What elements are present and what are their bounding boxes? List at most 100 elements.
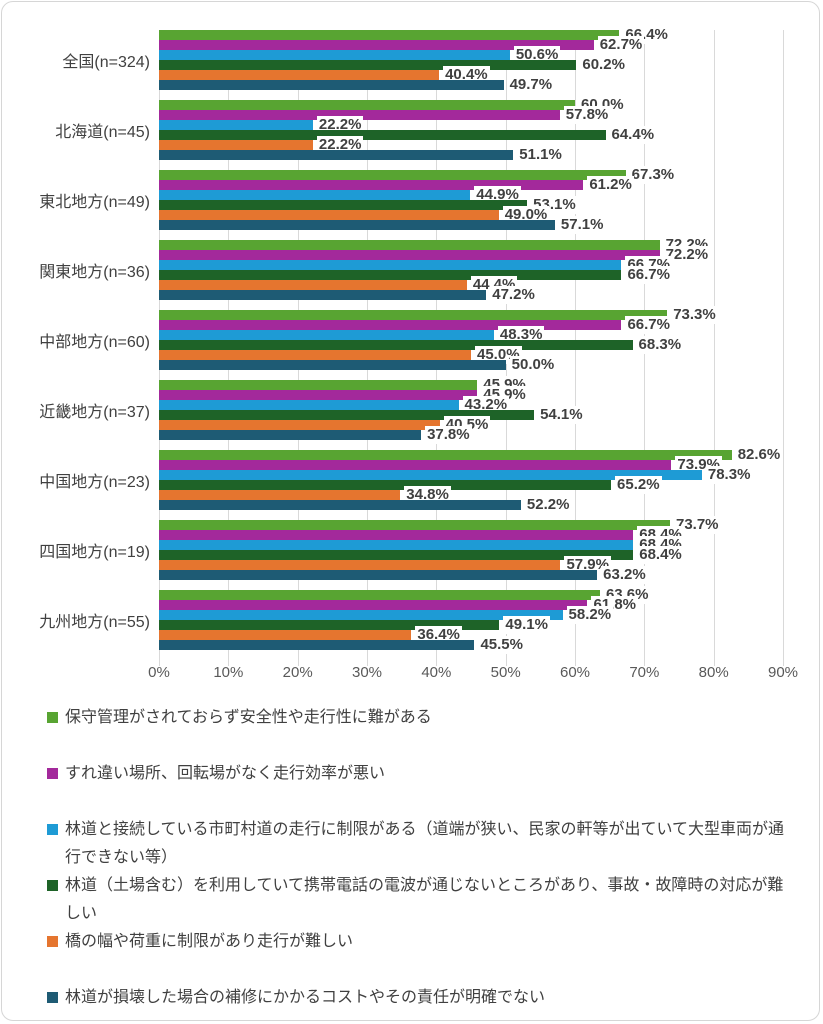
bar-row: 61.2%: [159, 176, 783, 194]
x-tick-label: 50%: [490, 664, 521, 681]
bar-row: 73.3%: [159, 306, 783, 324]
bar: [159, 360, 506, 370]
bar-group: 67.3% 61.2% 44.9% 53.1% 49.0% 57.1%: [159, 166, 783, 234]
x-tick-label: 30%: [351, 664, 383, 681]
bar: [159, 460, 672, 470]
bar-value-label: 62.7%: [597, 36, 645, 54]
bar-row: 57.1%: [159, 216, 783, 234]
bar-group: 45.9% 45.9% 43.2% 54.1% 40.5% 37.8%: [159, 376, 783, 444]
bar: [159, 560, 561, 570]
category-label: 全国(n=324): [62, 54, 150, 71]
legend-item-label: すれ違い場所、回転場がなく走行効率が悪い: [65, 765, 386, 782]
bar-row: 45.9%: [159, 376, 783, 394]
bar-row: 66.7%: [159, 256, 783, 274]
legend-item-label: 林道が損壊した場合の補修にかかるコストやその責任が明確でない: [65, 989, 546, 1006]
bar: [159, 640, 475, 650]
bar-row: 58.2%: [159, 606, 783, 624]
bar-row: 62.7%: [159, 36, 783, 54]
legend: 保守管理がされておらず安全性や走行性に難がある すれ違い場所、回転場がなく走行効率…: [47, 704, 795, 1020]
bar-value-label: 57.9%: [564, 556, 611, 574]
bar: [159, 310, 668, 320]
bar-row: 49.1%: [159, 616, 783, 634]
bar-value-label: 49.1%: [503, 616, 550, 634]
bar: [159, 70, 440, 80]
x-tick-label: 70%: [629, 664, 660, 681]
bar-value-label: 48.3%: [497, 326, 545, 344]
bar-value-label: 36.4%: [415, 626, 462, 644]
bar-row: 37.8%: [159, 426, 783, 444]
bar-value-label: 22.2%: [316, 116, 364, 134]
bar-row: 68.4%: [159, 546, 783, 564]
bar: [159, 430, 422, 440]
bar-value-label: 22.2%: [316, 136, 364, 154]
bar-row: 57.8%: [159, 106, 783, 124]
bar: [159, 340, 633, 350]
x-tick-label: 0%: [148, 664, 170, 681]
bar-row: 49.0%: [159, 206, 783, 224]
bar: [159, 180, 584, 190]
bar: [159, 570, 598, 580]
bar-value-label: 49.7%: [507, 76, 555, 94]
bar-value-label: 73.7%: [673, 516, 721, 534]
plot-area: 66.4% 62.7% 50.6% 60.2% 40.4% 49.7% 60.0% 57.8%…: [159, 26, 784, 666]
bar: [159, 400, 459, 410]
bar-row: 66.7%: [159, 316, 783, 334]
bar-value-label: 45.5%: [478, 636, 525, 654]
bar-row: 50.6%: [159, 46, 783, 64]
gridline: [783, 30, 784, 666]
bar: [159, 350, 471, 360]
bar: [159, 280, 467, 290]
bar-row: 66.4%: [159, 26, 783, 44]
bar-value-label: 57.8%: [563, 106, 611, 124]
bar-row: 22.2%: [159, 116, 783, 134]
bar-value-label: 60.2%: [580, 56, 627, 74]
gridline: [713, 30, 715, 666]
bar: [159, 410, 535, 420]
bar-value-label: 72.2%: [663, 246, 711, 264]
bar-row: 66.7%: [159, 266, 783, 284]
bar-group: 66.4% 62.7% 50.6% 60.2% 40.4% 49.7%: [159, 26, 783, 94]
bar-group: 72.2% 72.2% 66.7% 66.7% 44.4% 47.2%: [159, 236, 783, 304]
bar: [159, 380, 478, 390]
bar-value-label: 73.3%: [671, 306, 718, 324]
bar: [159, 480, 612, 490]
bar: [159, 40, 594, 50]
bar-row: 44.4%: [159, 276, 783, 294]
bar-row: 44.9%: [159, 186, 783, 204]
bar-group: 82.6% 73.9% 78.3% 65.2% 34.8% 52.2%: [159, 446, 783, 514]
bar-row: 43.2%: [159, 396, 783, 414]
bar: [159, 130, 606, 140]
bar-row: 68.4%: [159, 536, 783, 554]
bar-row: 45.0%: [159, 346, 783, 364]
bar-value-label: 78.3%: [705, 466, 753, 484]
bar-row: 57.9%: [159, 556, 783, 574]
bar: [159, 530, 634, 540]
bar-row: 36.4%: [159, 626, 783, 644]
bar-value-label: 51.1%: [517, 146, 564, 164]
legend-color-swatch-icon: [47, 880, 58, 891]
bar-row: 67.3%: [159, 166, 783, 184]
bar-value-label: 50.6%: [513, 46, 561, 64]
bar-value-label: 63.2%: [601, 566, 648, 584]
bar: [159, 610, 563, 620]
bar-row: 65.2%: [159, 476, 783, 494]
bar: [159, 110, 560, 120]
bar: [159, 80, 504, 90]
category-label: 関東地方(n=36): [39, 264, 150, 281]
bar-row: 73.7%: [159, 516, 783, 534]
bar: [159, 520, 670, 530]
bar-row: 72.2%: [159, 246, 783, 264]
bar-row: 45.5%: [159, 636, 783, 654]
bar-row: 22.2%: [159, 136, 783, 154]
bar-row: 47.2%: [159, 286, 783, 304]
bar: [159, 120, 313, 130]
bar-row: 49.7%: [159, 76, 783, 94]
bar-row: 82.6%: [159, 446, 783, 464]
bar: [159, 30, 620, 40]
bar-value-label: 68.4%: [637, 546, 684, 564]
category-label: 九州地方(n=55): [39, 614, 150, 631]
legend-item-label: 橋の幅や荷重に制限があり走行が難しい: [65, 933, 354, 950]
bar-value-label: 54.1%: [538, 406, 585, 424]
category-label: 近畿地方(n=37): [39, 404, 150, 421]
legend-color-swatch-icon: [47, 936, 58, 947]
